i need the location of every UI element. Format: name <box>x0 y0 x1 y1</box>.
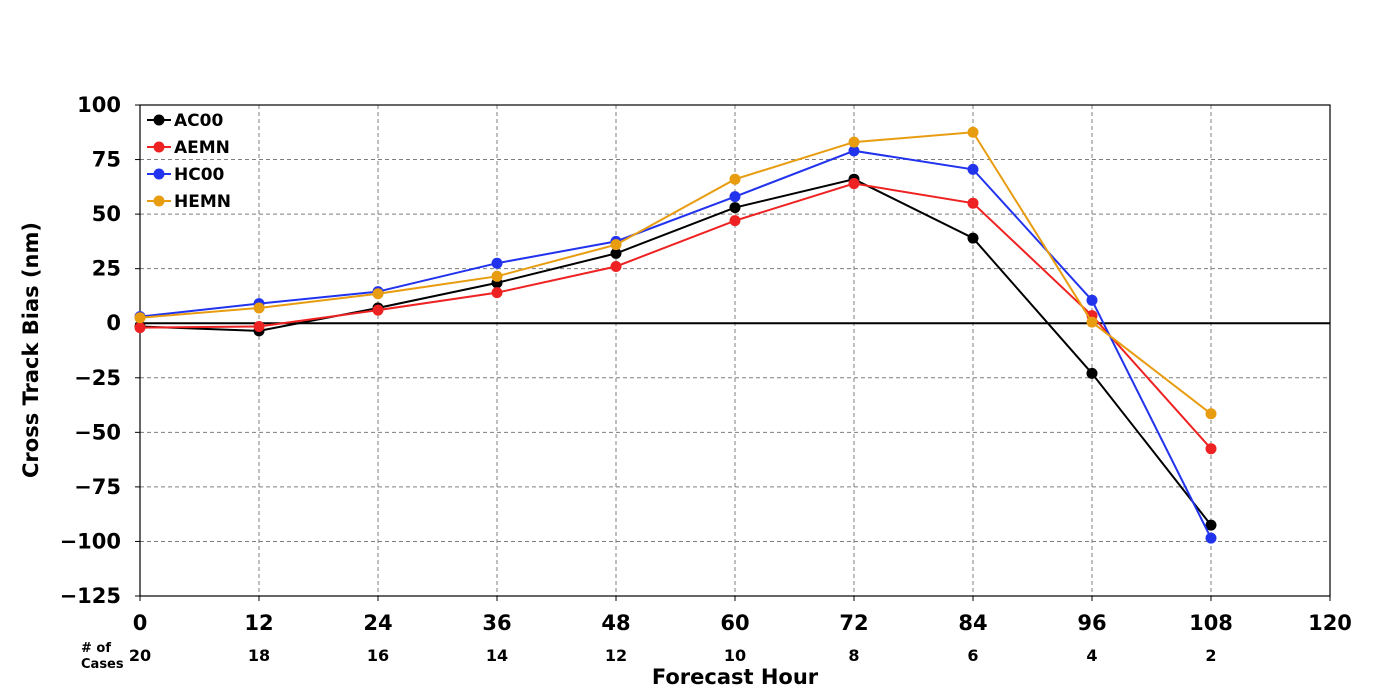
series-hc00 <box>134 145 1217 544</box>
case-count-label: 8 <box>848 646 859 665</box>
data-point <box>253 320 265 332</box>
data-point <box>253 302 265 314</box>
data-point <box>1086 367 1098 379</box>
series-ac00 <box>134 173 1217 531</box>
legend-item: HC00 <box>147 165 225 185</box>
y-tick-label: 0 <box>106 311 121 335</box>
x-tick-label: 0 <box>133 611 148 635</box>
data-point <box>372 288 384 300</box>
data-point <box>1086 294 1098 306</box>
data-point <box>1205 532 1217 544</box>
legend-label: HEMN <box>174 192 231 212</box>
legend-item: AEMN <box>147 138 230 158</box>
x-tick-label: 60 <box>720 611 749 635</box>
data-point <box>610 247 622 259</box>
y-tick-label: 25 <box>92 257 121 281</box>
legend-label: AC00 <box>174 111 223 131</box>
cases-title-line2: Cases <box>81 657 124 672</box>
case-count-label: 4 <box>1086 646 1097 665</box>
cases-row: # of Cases 20 18 16 14 12 10 8 6 4 2 <box>81 641 1217 672</box>
x-tick-label: 120 <box>1308 611 1352 635</box>
y-tick-label: −50 <box>74 420 121 444</box>
data-point <box>729 202 741 214</box>
series-line <box>139 131 1212 415</box>
case-count-label: 10 <box>724 646 746 665</box>
x-tick-label: 84 <box>958 611 987 635</box>
data-point <box>134 322 146 334</box>
legend-label: HC00 <box>174 165 225 185</box>
series-line <box>139 149 1212 539</box>
data-point <box>848 136 860 148</box>
x-tick-label: 48 <box>601 611 630 635</box>
case-count-label: 16 <box>367 646 389 665</box>
x-axis-title: Forecast Hour <box>652 665 819 689</box>
cases-title-line1: # of <box>81 641 111 656</box>
y-tick-label: −100 <box>60 529 121 553</box>
data-point <box>1205 408 1217 420</box>
y-tick-label: −25 <box>74 366 121 390</box>
y-tick-label: 100 <box>77 93 121 117</box>
series-line <box>139 178 1212 526</box>
series-layer <box>134 126 1217 544</box>
data-point <box>491 257 503 269</box>
y-axis-title: Cross Track Bias (nm) <box>19 222 43 478</box>
x-tick-label: 108 <box>1189 611 1233 635</box>
data-point <box>491 287 503 299</box>
case-count-label: 14 <box>486 646 508 665</box>
y-tick-label: −125 <box>60 584 121 608</box>
data-point <box>848 178 860 190</box>
data-point <box>729 215 741 227</box>
data-point <box>967 163 979 175</box>
data-point <box>134 312 146 324</box>
y-tick-label: 50 <box>92 202 121 226</box>
case-count-label: 20 <box>129 646 151 665</box>
data-point <box>729 191 741 203</box>
grid-lines <box>140 105 1330 596</box>
legend-marker <box>153 141 165 153</box>
y-tick-label: 75 <box>92 148 121 172</box>
data-point <box>610 239 622 251</box>
data-point <box>848 145 860 157</box>
data-point <box>1205 443 1217 455</box>
x-tick-label: 36 <box>482 611 511 635</box>
data-point <box>610 260 622 272</box>
data-point <box>1086 316 1098 328</box>
legend-marker <box>153 114 165 126</box>
data-point <box>372 304 384 316</box>
y-tick-label: −75 <box>74 475 121 499</box>
data-point <box>491 270 503 282</box>
case-count-label: 2 <box>1205 646 1216 665</box>
legend-item: AC00 <box>147 111 223 131</box>
data-point <box>1205 519 1217 531</box>
legend-label: AEMN <box>174 138 230 158</box>
data-point <box>729 173 741 185</box>
case-count-label: 18 <box>248 646 270 665</box>
x-tick-label: 12 <box>244 611 273 635</box>
x-axis-ticks: 0 12 24 36 48 60 72 84 96 108 120 <box>133 596 1352 635</box>
case-count-label: 12 <box>605 646 627 665</box>
x-tick-label: 96 <box>1077 611 1106 635</box>
legend-marker <box>153 168 165 180</box>
data-point <box>967 232 979 244</box>
case-count-label: 6 <box>967 646 978 665</box>
y-axis-ticks: 100 75 50 25 0 −25 −50 −75 −100 −125 <box>60 93 140 608</box>
x-tick-label: 72 <box>839 611 868 635</box>
series-line <box>139 182 1212 450</box>
data-point <box>967 197 979 209</box>
legend-item: HEMN <box>147 192 231 212</box>
series-hemn <box>134 126 1217 420</box>
data-point <box>967 126 979 138</box>
x-tick-label: 24 <box>363 611 392 635</box>
legend: AC00 AEMN HC00 HEMN <box>147 111 231 212</box>
legend-marker <box>153 195 165 207</box>
